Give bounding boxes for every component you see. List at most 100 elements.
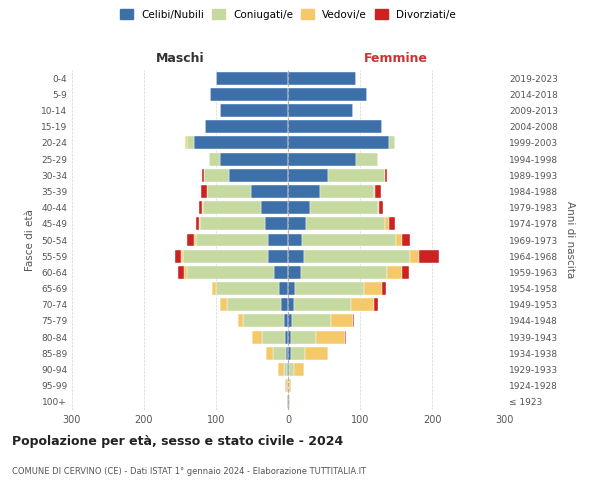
Bar (288, 396, 289, 408)
Bar (184, 266, 187, 279)
Bar (229, 169, 288, 181)
Bar (274, 266, 288, 279)
Bar (306, 218, 385, 230)
Bar (199, 201, 202, 214)
Bar (216, 72, 288, 85)
Bar (288, 72, 356, 85)
Bar (288, 218, 306, 230)
Bar (288, 330, 291, 344)
Bar (320, 185, 374, 198)
Bar (265, 218, 288, 230)
Bar (331, 314, 353, 328)
Bar (301, 266, 388, 279)
Bar (284, 314, 288, 328)
Bar (288, 169, 328, 181)
Bar (294, 363, 304, 376)
Bar (199, 218, 200, 230)
Bar (287, 379, 288, 392)
Bar (185, 136, 187, 149)
Bar (202, 169, 204, 181)
Bar (288, 185, 320, 198)
Bar (288, 282, 295, 295)
Bar (178, 266, 184, 279)
Bar (181, 250, 183, 262)
Bar (289, 396, 290, 408)
Bar (242, 314, 284, 328)
Bar (382, 282, 386, 295)
Bar (187, 234, 194, 246)
Bar (196, 234, 268, 246)
Bar (206, 185, 208, 198)
Bar (281, 298, 288, 311)
Bar (288, 266, 301, 279)
Bar (262, 330, 285, 344)
Bar (378, 201, 379, 214)
Bar (345, 330, 346, 344)
Text: Maschi: Maschi (155, 52, 205, 65)
Bar (288, 120, 382, 133)
Bar (288, 250, 304, 262)
Bar (287, 363, 288, 376)
Bar (194, 136, 288, 149)
Bar (410, 250, 419, 262)
Bar (273, 347, 286, 360)
Bar (203, 201, 260, 214)
Bar (289, 363, 294, 376)
Bar (374, 298, 378, 311)
Text: Femmine: Femmine (364, 52, 428, 65)
Bar (396, 234, 402, 246)
Bar (220, 298, 227, 311)
Bar (304, 250, 410, 262)
Bar (305, 347, 328, 360)
Bar (291, 330, 316, 344)
Bar (288, 379, 289, 392)
Bar (328, 169, 385, 181)
Bar (220, 152, 288, 166)
Bar (288, 298, 294, 311)
Bar (352, 298, 374, 311)
Bar (295, 282, 364, 295)
Bar (204, 169, 229, 181)
Bar (288, 363, 289, 376)
Bar (266, 347, 273, 360)
Bar (187, 266, 274, 279)
Bar (288, 88, 367, 101)
Bar (310, 201, 378, 214)
Legend: Celibi/Nubili, Coniugati/e, Vedovi/e, Divorziati/e: Celibi/Nubili, Coniugati/e, Vedovi/e, Di… (116, 5, 460, 24)
Bar (288, 347, 291, 360)
Bar (374, 185, 375, 198)
Bar (200, 218, 265, 230)
Bar (208, 185, 251, 198)
Bar (291, 347, 305, 360)
Bar (268, 250, 288, 262)
Bar (260, 201, 288, 214)
Bar (227, 298, 281, 311)
Bar (288, 104, 353, 117)
Bar (375, 185, 381, 198)
Bar (316, 330, 345, 344)
Bar (251, 185, 288, 198)
Text: COMUNE DI CERVINO (CE) - Dati ISTAT 1° gennaio 2024 - Elaborazione TUTTITALIA.IT: COMUNE DI CERVINO (CE) - Dati ISTAT 1° g… (12, 468, 366, 476)
Bar (364, 282, 382, 295)
Bar (379, 201, 383, 214)
Bar (205, 120, 288, 133)
Bar (285, 379, 287, 392)
Y-axis label: Anni di nascita: Anni di nascita (565, 202, 575, 278)
Bar (284, 363, 287, 376)
Bar (288, 152, 356, 166)
Bar (216, 282, 280, 295)
Bar (285, 330, 288, 344)
Bar (212, 282, 216, 295)
Bar (196, 218, 199, 230)
Bar (210, 88, 288, 101)
Bar (356, 152, 378, 166)
Y-axis label: Fasce di età: Fasce di età (25, 209, 35, 271)
Bar (287, 396, 288, 408)
Bar (302, 234, 396, 246)
Bar (183, 250, 268, 262)
Bar (292, 314, 331, 328)
Bar (294, 298, 352, 311)
Bar (288, 234, 302, 246)
Bar (268, 234, 288, 246)
Bar (220, 104, 288, 117)
